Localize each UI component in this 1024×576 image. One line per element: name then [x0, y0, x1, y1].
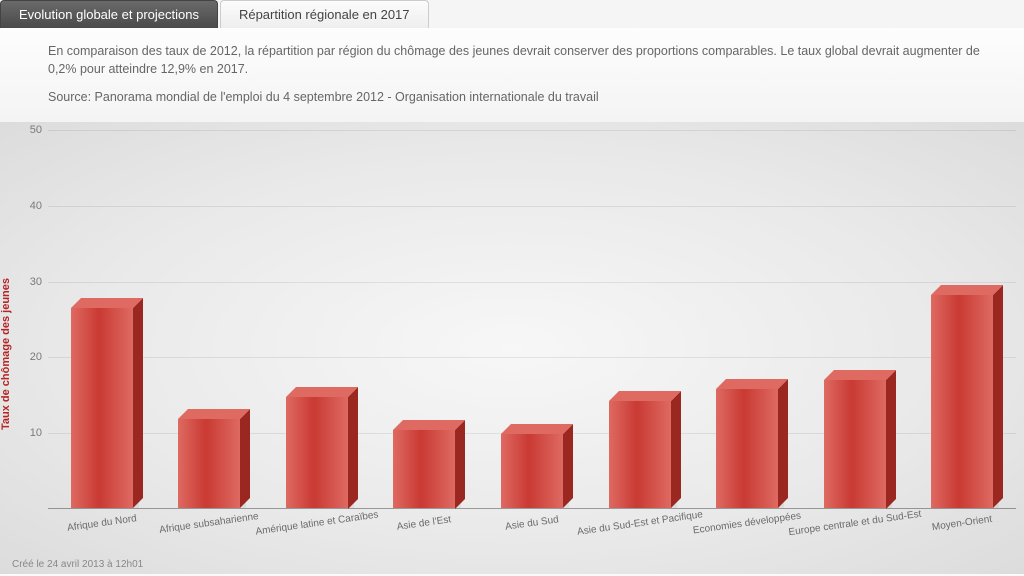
bar	[824, 380, 886, 509]
chart-area: Taux de chômage des jeunes Afrique du No…	[0, 122, 1024, 574]
bar-side	[348, 387, 358, 509]
gridline	[48, 282, 1016, 283]
xtick-label: Amérique latine et Caraïbes	[255, 510, 379, 538]
bar-front	[286, 397, 348, 509]
xtick-label: Afrique du Nord	[66, 514, 137, 535]
ytick-label: 10	[30, 427, 42, 439]
description-text: En comparaison des taux de 2012, la répa…	[48, 42, 994, 78]
ytick-label: 50	[30, 124, 42, 136]
bar	[716, 389, 778, 508]
bar	[609, 401, 671, 508]
bar-top	[609, 391, 681, 401]
xtick-label: Asie du Sud	[505, 515, 560, 533]
bar-top	[716, 379, 788, 389]
baseline	[48, 508, 1016, 509]
bar-side	[993, 285, 1003, 508]
bar-side	[455, 420, 465, 509]
xtick-label: Europe centrale et du Sud-Est	[788, 509, 922, 539]
bar-top	[393, 420, 465, 430]
bar-front	[609, 401, 671, 508]
bar	[501, 434, 563, 508]
gridline	[48, 206, 1016, 207]
xtick-label: Afrique subsaharienne	[159, 511, 260, 536]
bar-front	[71, 308, 133, 508]
bars-container: Afrique du NordAfrique subsaharienneAmér…	[48, 130, 1016, 508]
created-timestamp: Créé le 24 avril 2013 à 12h01	[12, 559, 143, 570]
ytick-label: 30	[30, 276, 42, 288]
bar-top	[501, 424, 573, 434]
gridline	[48, 357, 1016, 358]
bar-top	[178, 409, 250, 419]
bar-top	[824, 370, 896, 380]
xtick-label: Moyen-Orient	[932, 514, 994, 533]
bar-side	[240, 409, 250, 508]
bar-front	[178, 419, 240, 508]
tab-evolution-globale[interactable]: Evolution globale et projections	[0, 0, 218, 28]
bar-top	[71, 298, 143, 308]
bar-side	[671, 391, 681, 508]
bar-slot: Asie du Sud	[478, 130, 586, 508]
bar-slot: Afrique du Nord	[48, 130, 156, 508]
xtick-label: Asie du Sud-Est et Pacifique	[576, 510, 703, 539]
source-text: Source: Panorama mondial de l'emploi du …	[48, 88, 994, 106]
bar-slot: Asie de l'Est	[371, 130, 479, 508]
bar-top	[286, 387, 358, 397]
bar-front	[716, 389, 778, 508]
bar-slot: Moyen-Orient	[909, 130, 1017, 508]
bar	[71, 308, 133, 508]
bar-side	[133, 298, 143, 508]
bar	[393, 430, 455, 509]
tabs-bar: Evolution globale et projections Réparti…	[0, 0, 1024, 28]
bar-front	[931, 295, 993, 508]
y-axis-label: Taux de chômage des jeunes	[0, 278, 12, 430]
bar-slot: Europe centrale et du Sud-Est	[801, 130, 909, 508]
bar-side	[886, 370, 896, 509]
bar	[286, 397, 348, 509]
bar-slot: Amérique latine et Caraïbes	[263, 130, 371, 508]
ytick-label: 20	[30, 351, 42, 363]
bar-front	[393, 430, 455, 509]
xtick-label: Asie de l'Est	[397, 515, 453, 534]
gridline	[48, 130, 1016, 131]
bar-slot: Asie du Sud-Est et Pacifique	[586, 130, 694, 508]
bar-front	[501, 434, 563, 508]
bar-side	[778, 379, 788, 508]
bar-slot: Afrique subsaharienne	[156, 130, 264, 508]
bar-slot: Economies développées	[693, 130, 801, 508]
ytick-label: 40	[30, 200, 42, 212]
bar	[931, 295, 993, 508]
bar-side	[563, 424, 573, 508]
xtick-label: Economies développées	[692, 511, 801, 537]
bar-front	[824, 380, 886, 509]
plot-area: Afrique du NordAfrique subsaharienneAmér…	[48, 130, 1016, 508]
tab-repartition-regionale[interactable]: Répartition régionale en 2017	[220, 0, 429, 28]
description-block: En comparaison des taux de 2012, la répa…	[0, 28, 1024, 122]
bar-top	[931, 285, 1003, 295]
bar	[178, 419, 240, 508]
